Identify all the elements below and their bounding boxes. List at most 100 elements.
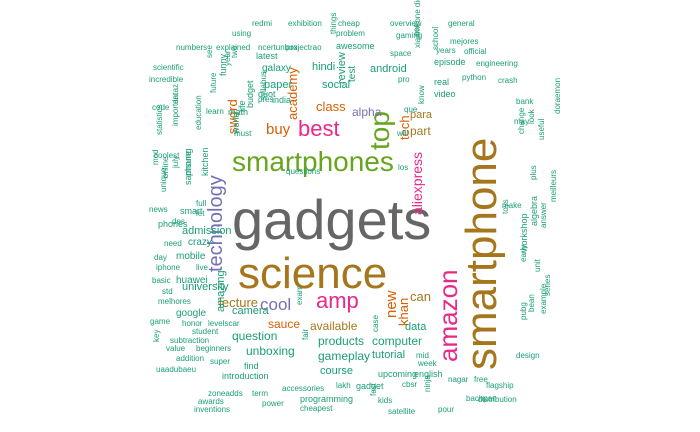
word-know: know	[417, 85, 426, 104]
word-phone: phone	[183, 150, 193, 176]
word-answer: answer	[539, 202, 548, 228]
word-will: will	[397, 129, 409, 138]
word-algebra: algebra	[529, 195, 539, 226]
word-education: education	[194, 95, 203, 130]
word-best: best	[298, 116, 340, 141]
word-let: let	[196, 209, 205, 218]
word-part: part	[410, 124, 431, 138]
word-mobile: mobile	[176, 251, 206, 262]
word-official: official	[464, 47, 487, 56]
word-week: week	[418, 359, 437, 368]
word-useful: useful	[537, 118, 546, 140]
word-find: find	[244, 361, 259, 371]
word-need: need	[164, 239, 182, 248]
word-case: case	[371, 315, 380, 332]
word-lakh: lakh	[336, 381, 351, 390]
word-bank: bank	[516, 97, 534, 106]
word-university: university	[182, 281, 229, 293]
word-tutorial: tutorial	[372, 349, 406, 361]
word-pres: pres	[258, 95, 274, 104]
word-awesome: awesome	[336, 41, 375, 51]
word-cool: cool	[260, 295, 292, 314]
word-python: python	[462, 73, 487, 82]
word-make: make	[502, 201, 522, 210]
word-series: series	[543, 274, 552, 296]
word-value: value	[166, 344, 186, 353]
word-see: see	[205, 45, 214, 58]
word-daraz: daraz	[171, 83, 180, 104]
word-math: math	[228, 107, 249, 117]
word-mejores: mejores	[450, 37, 479, 46]
word-science: science	[238, 249, 388, 298]
word-design: design	[516, 351, 540, 360]
word-smartphones: smartphones	[232, 146, 394, 177]
word-inventions: inventions	[194, 405, 231, 414]
word-kids: kids	[378, 396, 393, 405]
word-aliexpress: aliexpress	[409, 151, 425, 215]
word-data: data	[405, 321, 427, 333]
word-satellite: satellite	[388, 407, 416, 416]
word-code: code	[152, 103, 170, 112]
word-news: news	[149, 205, 168, 214]
word-products: products	[318, 334, 365, 348]
word-kitchen: kitchen	[200, 147, 210, 176]
word-sauce: sauce	[268, 317, 301, 331]
word-mid: mid	[416, 351, 429, 360]
word-gaming: gaming	[396, 31, 423, 40]
word-uaadubaeu: uaadubaeu	[156, 365, 197, 374]
word-admission: admission	[182, 225, 232, 237]
word-camera: camera	[232, 305, 269, 317]
word-unboxing: unboxing	[246, 344, 295, 358]
word-pour: pour	[438, 405, 455, 414]
word-live: live	[196, 263, 209, 272]
word-exhibition: exhibition	[288, 19, 322, 28]
word-years: years	[436, 46, 456, 55]
word-bachpan: bachpan	[466, 394, 497, 403]
word-paper: paper	[264, 79, 293, 91]
word-los: los	[398, 163, 409, 172]
word-introduction: introduction	[222, 371, 269, 381]
word-full: full	[196, 199, 207, 208]
word-gameplay: gameplay	[318, 349, 371, 363]
word-des: des	[172, 217, 185, 226]
word-episode: episode	[434, 57, 466, 67]
word-projectrao: projectrao	[286, 43, 322, 52]
word-change: change	[517, 107, 526, 134]
word-must: must	[234, 129, 252, 138]
word-day: day	[154, 253, 167, 262]
word-english: english	[414, 369, 443, 379]
word-levelscar: levelscar	[208, 319, 240, 328]
word-que: que	[404, 105, 418, 114]
word-distribution: distribution	[478, 395, 517, 404]
word-lecture: lecture	[219, 295, 259, 310]
word-india: india	[272, 95, 292, 105]
word-free: free	[474, 375, 488, 384]
word-google: google	[176, 308, 207, 319]
word-xiaomi-one-die: xiaomi one die	[413, 0, 422, 48]
word-scientific: scientific	[153, 63, 184, 72]
word-amazing: amazing	[215, 270, 227, 312]
word-social: social	[322, 79, 351, 91]
word-gadgets: gadgets	[232, 188, 432, 251]
word-things: things	[329, 12, 338, 34]
word-cheapest: cheapest	[300, 404, 333, 413]
word-engineering: engineering	[476, 59, 518, 68]
word-july: july	[171, 155, 180, 168]
word-phones: phones	[158, 219, 188, 229]
word-learn: learn	[206, 107, 224, 116]
word-alpha: alpha	[352, 105, 382, 119]
word-zoneadds: zoneadds	[208, 389, 243, 398]
word-redmi: redmi	[252, 19, 273, 28]
word-space: space	[390, 49, 412, 58]
word-upcoming: upcoming	[378, 369, 418, 379]
word-ncertunbox: ncertunbox	[258, 43, 298, 52]
word-buy: buy	[266, 121, 291, 138]
word-pro: pro	[398, 75, 410, 84]
word-android: android	[370, 63, 407, 75]
word-questions: questions	[286, 167, 321, 176]
word-cbsr: cbsr	[402, 380, 418, 389]
word-para: para	[410, 109, 433, 121]
word-exam: exam	[295, 285, 304, 305]
word-hindi: hindi	[312, 61, 336, 73]
